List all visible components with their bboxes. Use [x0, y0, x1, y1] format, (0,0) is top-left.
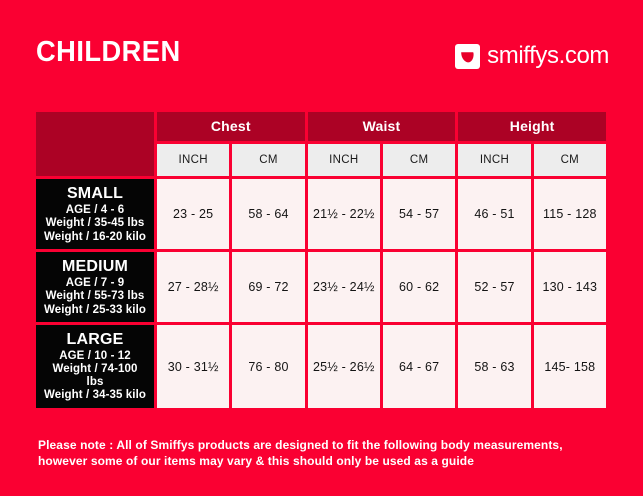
cell-large-chest-inch: 30 - 31½ [157, 325, 230, 408]
size-label-cell-large: LARGE AGE / 10 - 12 Weight / 74-100 lbs … [36, 325, 154, 408]
cell-large-height-cm: 145- 158 [533, 325, 606, 408]
cell-large-chest-cm: 76 - 80 [232, 325, 305, 408]
cell-medium-waist-cm: 60 - 62 [382, 252, 456, 323]
disclaimer-line-2: however some of our items may vary & thi… [38, 454, 474, 469]
size-weight-lbs: Weight / 35-45 lbs [45, 217, 145, 230]
cell-medium-waist-inch: 23½ - 24½ [307, 252, 380, 323]
cell-small-waist-cm: 54 - 57 [382, 179, 456, 250]
table-row: SMALL AGE / 4 - 6 Weight / 35-45 lbs Wei… [36, 179, 606, 250]
size-weight-kilo: Weight / 16-20 kilo [43, 230, 147, 243]
size-name: MEDIUM [61, 258, 129, 276]
table-group-header-row: Chest Waist Height [36, 112, 606, 177]
cell-small-height-inch: 46 - 51 [458, 179, 531, 250]
size-weight-lbs: Weight / 74-100 [52, 363, 138, 376]
column-group-height: Height [458, 112, 606, 141]
size-age: AGE / 10 - 12 [59, 350, 131, 363]
table-corner-cell [36, 112, 154, 177]
size-weight-kilo: Weight / 34-35 kilo [43, 389, 147, 402]
unit-header-height-inch: INCH [458, 143, 531, 177]
cell-large-waist-cm: 64 - 67 [382, 325, 456, 408]
cell-small-height-cm: 115 - 128 [533, 179, 606, 250]
cell-large-waist-inch: 25½ - 26½ [307, 325, 380, 408]
page-title: CHILDREN [36, 36, 181, 68]
unit-header-waist-cm: CM [382, 143, 456, 177]
size-name: LARGE [66, 330, 124, 348]
brand-logo: smiffys.com [455, 42, 609, 70]
column-group-waist: Waist [307, 112, 456, 141]
size-weight-lbs-cont: lbs [86, 376, 104, 389]
column-group-chest: Chest [157, 112, 305, 141]
unit-header-chest-cm: CM [232, 143, 305, 177]
table-row: MEDIUM AGE / 7 - 9 Weight / 55-73 lbs We… [36, 252, 606, 323]
cell-small-chest-inch: 23 - 25 [157, 179, 230, 250]
cell-medium-height-inch: 52 - 57 [458, 252, 531, 323]
disclaimer-note: Please note : All of Smiffys products ar… [38, 437, 618, 469]
table-unit-header-row: INCH CM INCH CM INCH CM [36, 143, 606, 177]
unit-header-height-cm: CM [533, 143, 606, 177]
size-age: AGE / 4 - 6 [65, 204, 125, 217]
cell-large-height-inch: 58 - 63 [458, 325, 531, 408]
size-name: SMALL [66, 185, 124, 203]
smile-logo-icon [455, 43, 481, 69]
table-row: LARGE AGE / 10 - 12 Weight / 74-100 lbs … [36, 325, 606, 408]
chart-header: CHILDREN smiffys.com [0, 0, 643, 100]
cell-medium-chest-inch: 27 - 28½ [157, 252, 230, 323]
disclaimer-line-1: Please note : All of Smiffys products ar… [38, 438, 563, 452]
unit-header-chest-inch: INCH [157, 143, 230, 177]
brand-name: smiffys.com [487, 42, 609, 69]
size-weight-kilo: Weight / 25-33 kilo [43, 303, 147, 316]
size-label-cell-medium: MEDIUM AGE / 7 - 9 Weight / 55-73 lbs We… [36, 252, 154, 323]
unit-header-waist-inch: INCH [307, 143, 380, 177]
measurements-table-wrapper: Chest Waist Height INCH CM INCH CM INCH … [33, 109, 609, 411]
cell-medium-height-cm: 130 - 143 [533, 252, 606, 323]
size-age: AGE / 7 - 9 [65, 277, 125, 290]
measurements-table: Chest Waist Height INCH CM INCH CM INCH … [33, 109, 609, 411]
cell-small-waist-inch: 21½ - 22½ [307, 179, 380, 250]
cell-small-chest-cm: 58 - 64 [232, 179, 305, 250]
size-weight-lbs: Weight / 55-73 lbs [45, 290, 145, 303]
cell-medium-chest-cm: 69 - 72 [232, 252, 305, 323]
size-label-cell-small: SMALL AGE / 4 - 6 Weight / 35-45 lbs Wei… [36, 179, 154, 250]
